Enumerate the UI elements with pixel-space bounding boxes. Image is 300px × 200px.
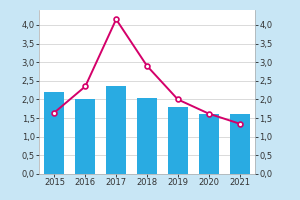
Bar bbox=[230, 114, 250, 174]
Bar bbox=[106, 86, 126, 174]
Bar bbox=[199, 114, 219, 174]
Bar bbox=[137, 98, 157, 174]
Bar bbox=[44, 92, 64, 174]
Bar bbox=[75, 99, 95, 174]
Bar bbox=[168, 107, 188, 174]
